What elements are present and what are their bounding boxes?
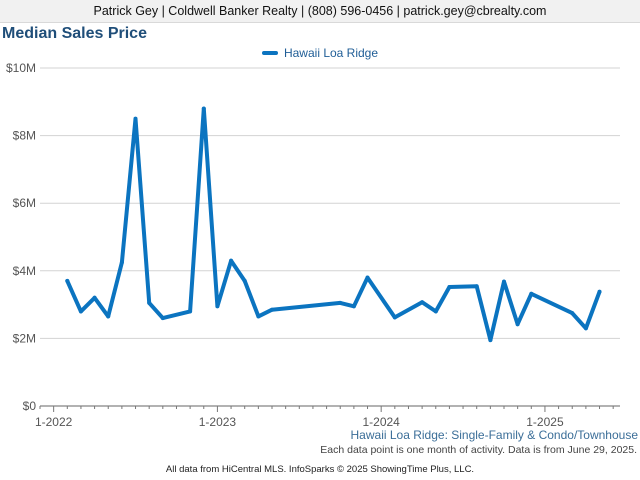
data-point — [133, 116, 138, 121]
chart-subtitle: Hawaii Loa Ridge: Single-Family & Condo/… — [350, 428, 638, 442]
y-tick-label: $6M — [13, 196, 36, 210]
data-point — [570, 311, 575, 316]
data-point — [365, 275, 370, 280]
grid-lines — [40, 67, 620, 339]
y-tick-label: $2M — [13, 331, 36, 345]
data-point — [338, 300, 343, 305]
agent-contact-text: Patrick Gey | Coldwell Banker Realty | (… — [93, 4, 547, 18]
data-point — [351, 304, 356, 309]
data-point — [65, 278, 70, 283]
data-point — [92, 295, 97, 300]
data-point — [474, 284, 479, 289]
x-tick-label: 1-2024 — [362, 415, 400, 429]
agent-contact-bar: Patrick Gey | Coldwell Banker Realty | (… — [0, 0, 640, 23]
legend-label: Hawaii Loa Ridge — [283, 46, 379, 60]
data-point — [583, 326, 588, 331]
data-point — [188, 309, 193, 314]
data-point — [433, 309, 438, 314]
legend-swatch — [261, 51, 278, 55]
y-tick-label: $8M — [13, 129, 36, 143]
y-tick-label: $4M — [13, 264, 36, 278]
data-point — [242, 278, 247, 283]
data-point — [119, 260, 124, 265]
data-note: Each data point is one month of activity… — [320, 444, 637, 456]
data-point — [502, 279, 506, 284]
y-tick-label: $10M — [6, 61, 36, 75]
data-point — [215, 304, 220, 309]
data-point — [488, 338, 493, 343]
series-line-hawaii-loa-ridge — [65, 106, 602, 343]
data-point — [597, 289, 602, 294]
data-point — [106, 314, 111, 319]
footer-credit: All data from HiCentral MLS. InfoSparks … — [165, 464, 475, 475]
chart-legend[interactable]: Hawaii Loa Ridge — [0, 46, 640, 60]
data-point — [78, 309, 83, 314]
data-point — [229, 258, 234, 263]
data-point — [160, 316, 165, 321]
data-point — [392, 315, 397, 320]
data-point — [270, 307, 274, 312]
data-point — [147, 300, 152, 305]
x-tick-label: 1-2022 — [35, 415, 73, 429]
data-point — [201, 106, 206, 111]
data-point — [529, 291, 534, 296]
chart-title: Median Sales Price — [2, 25, 147, 42]
axes: $0 $2M $4M $6M $8M $10M 1-2022 1-2023 1-2024 1-20… — [6, 61, 620, 429]
y-tick-label: $0 — [23, 399, 37, 413]
data-point — [256, 314, 261, 319]
data-point — [515, 322, 520, 327]
series-layer — [65, 106, 602, 343]
data-point — [420, 300, 425, 305]
x-tick-label: 1-2025 — [526, 415, 564, 429]
data-point — [447, 285, 452, 289]
x-tick-label: 1-2023 — [199, 415, 237, 429]
